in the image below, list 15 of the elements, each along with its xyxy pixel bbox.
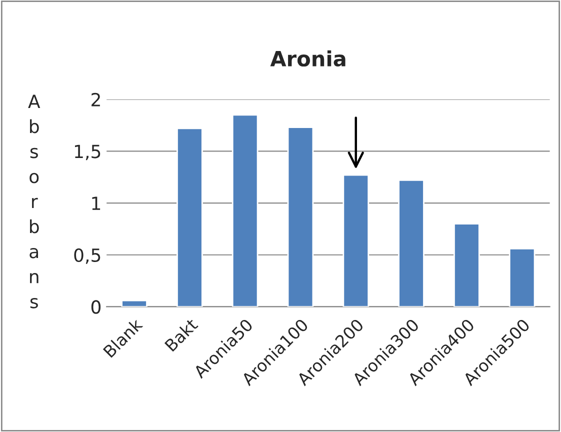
bar [398, 180, 424, 307]
bar [121, 300, 148, 307]
bar [508, 248, 536, 307]
y-tick-label: 0,5 [74, 248, 100, 264]
bar [342, 174, 370, 307]
bar [232, 114, 258, 307]
y-tick-label: 1,5 [75, 144, 100, 160]
chart-title: Aronia [270, 50, 346, 67]
bar [176, 128, 203, 307]
bar [454, 223, 480, 307]
y-tick-label: 1 [92, 196, 100, 210]
y-tick-label: 2 [92, 92, 100, 106]
text: Absorbans [28, 94, 40, 308]
y-tick-label: 0 [91, 300, 101, 314]
bar [287, 126, 314, 307]
